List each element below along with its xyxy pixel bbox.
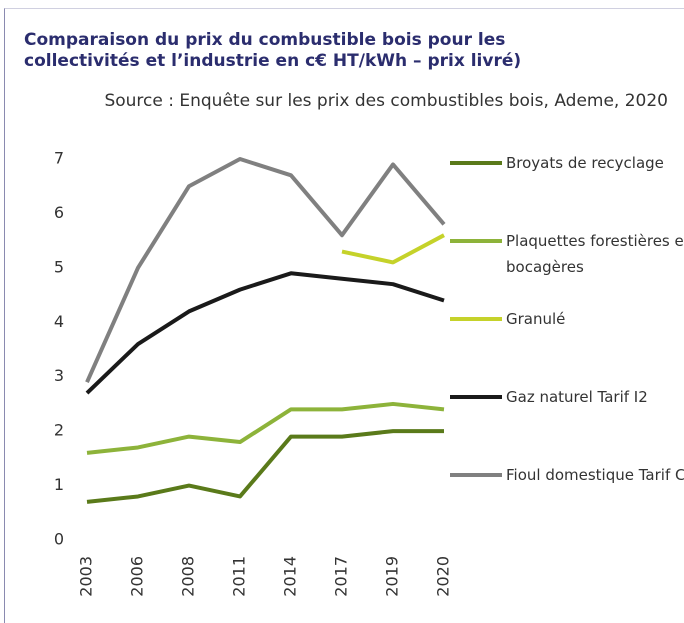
frame bbox=[4, 8, 684, 623]
series-line bbox=[86, 401, 445, 455]
y-tick-label: 6 bbox=[54, 203, 64, 222]
y-tick-label: 1 bbox=[54, 475, 64, 494]
legend-entry: Broyats de recyclage bbox=[450, 150, 684, 176]
series-line bbox=[85, 157, 446, 383]
chart-subtitle: Source : Enquête sur les prix des combus… bbox=[104, 91, 668, 111]
legend-entry: Fioul domestique Tarif C4 bbox=[450, 462, 684, 488]
x-tick-label: 2006 bbox=[128, 556, 147, 597]
legend-entry: Gaz naturel Tarif I2 bbox=[450, 384, 684, 410]
y-tick-label: 5 bbox=[54, 257, 64, 276]
x-tick-label: 2020 bbox=[434, 556, 453, 597]
x-tick-label: 2011 bbox=[230, 556, 249, 597]
legend-label: Granulé bbox=[506, 310, 566, 328]
legend-swatch bbox=[450, 161, 502, 165]
x-tick-label: 2008 bbox=[179, 556, 198, 597]
y-tick-label: 3 bbox=[54, 366, 64, 385]
y-tick-label: 0 bbox=[54, 530, 64, 549]
x-tick-label: 2014 bbox=[281, 556, 300, 597]
legend-label: Fioul domestique Tarif C4 bbox=[506, 466, 684, 484]
x-tick-label: 2003 bbox=[77, 556, 96, 597]
y-tick-label: 7 bbox=[54, 149, 64, 168]
legend-entry: Granulé bbox=[450, 306, 684, 332]
legend-swatch bbox=[450, 317, 502, 321]
series-line bbox=[85, 271, 445, 395]
legend-label: Gaz naturel Tarif I2 bbox=[506, 388, 648, 406]
legend-swatch bbox=[450, 239, 502, 243]
x-tick-label: 2017 bbox=[332, 556, 351, 597]
series-line bbox=[341, 233, 445, 265]
y-tick-label: 2 bbox=[54, 421, 64, 440]
legend-swatch bbox=[450, 473, 502, 477]
x-tick-label: 2019 bbox=[383, 556, 402, 597]
chart-title: Comparaison du prix du combustible bois … bbox=[24, 30, 522, 71]
series-line bbox=[86, 429, 444, 504]
legend-entry: Plaquettes forestières et bocagères bbox=[450, 228, 684, 280]
y-tick-label: 4 bbox=[54, 312, 64, 331]
legend-label: Broyats de recyclage bbox=[506, 154, 664, 172]
legend-label: Plaquettes forestières et bocagères bbox=[506, 232, 684, 276]
legend-swatch bbox=[450, 395, 502, 399]
